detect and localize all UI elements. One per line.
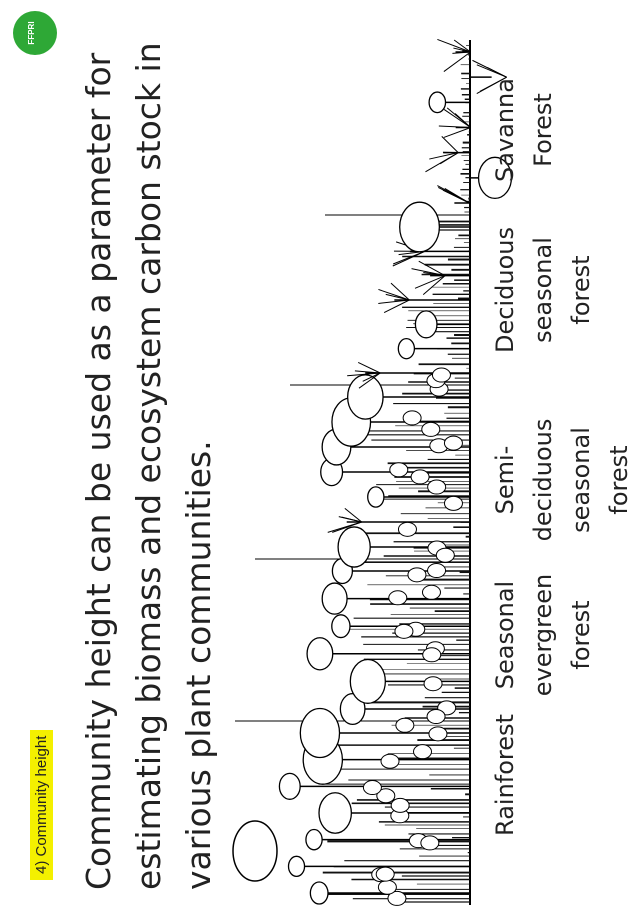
understory-crown [422,585,440,599]
branch [487,67,506,77]
understory-crown [378,880,396,894]
branch [437,39,470,52]
understory-crown [429,727,447,741]
branch [423,276,445,295]
crown [289,856,305,876]
branch [378,300,409,303]
crown [429,92,445,113]
crown [310,882,328,904]
understory-crown [432,368,450,382]
understory-crown [389,591,407,605]
crown [319,793,351,833]
understory-crown [421,836,439,850]
crown [398,339,414,359]
branch [425,153,458,172]
zone-label: forest [567,600,595,669]
branch [442,136,458,152]
crown [338,527,370,567]
understory-crown [398,522,416,536]
understory-crown [376,867,394,881]
zone-label: forest [605,445,633,514]
crown [350,660,385,704]
understory-crown [436,548,454,562]
understory-crown [428,480,446,494]
understory-crown [391,798,409,812]
understory-crown [422,422,440,436]
zone-label: Savanna [491,78,519,182]
crown [400,202,440,252]
zone-label: Rainforest [491,714,519,836]
slide: FFPRI 4) Community height Community heig… [0,0,644,921]
understory-crown [390,463,408,477]
zone-label: Forest [529,93,557,167]
zone-label: seasonal [567,427,595,533]
branch [378,289,409,300]
crown [279,773,300,799]
crown [415,311,437,338]
understory-crown [423,648,441,662]
understory-crown [363,781,381,795]
zone-label: Semi- [491,446,519,515]
crown [332,615,350,638]
understory-crown [427,710,445,724]
branch [455,114,471,128]
crown [368,487,384,507]
zone-label: seasonal [529,237,557,343]
understory-crown [414,745,432,759]
zone-label: deciduous [529,419,557,542]
understory-crown [428,564,446,578]
forest-profile: Rainforest Seasonal evergreen forest Semi-de… [0,0,644,921]
crown [307,638,333,670]
understory-crown [395,624,413,638]
crown [300,708,339,757]
branch [450,192,470,203]
understory-crown [424,677,442,691]
page: FFPRI 4) Community height Community heig… [0,0,644,921]
understory-crown [403,411,421,425]
branch [444,128,471,138]
zone-label: evergreen [529,574,557,697]
branch [415,276,445,289]
zone-label: Deciduous [491,227,519,353]
understory-crown [411,470,429,484]
understory-crown [408,568,426,582]
crown [348,375,383,419]
understory-crown [381,754,399,768]
crown [306,830,322,850]
zone-label: forest [567,255,595,324]
crown [322,583,347,614]
branch [452,52,470,53]
zone-label: Seasonal [491,581,519,689]
understory-crown [444,496,462,510]
understory-crown [444,436,462,450]
emergent-crown [233,821,277,881]
branch [444,52,471,72]
understory-crown [396,718,414,732]
